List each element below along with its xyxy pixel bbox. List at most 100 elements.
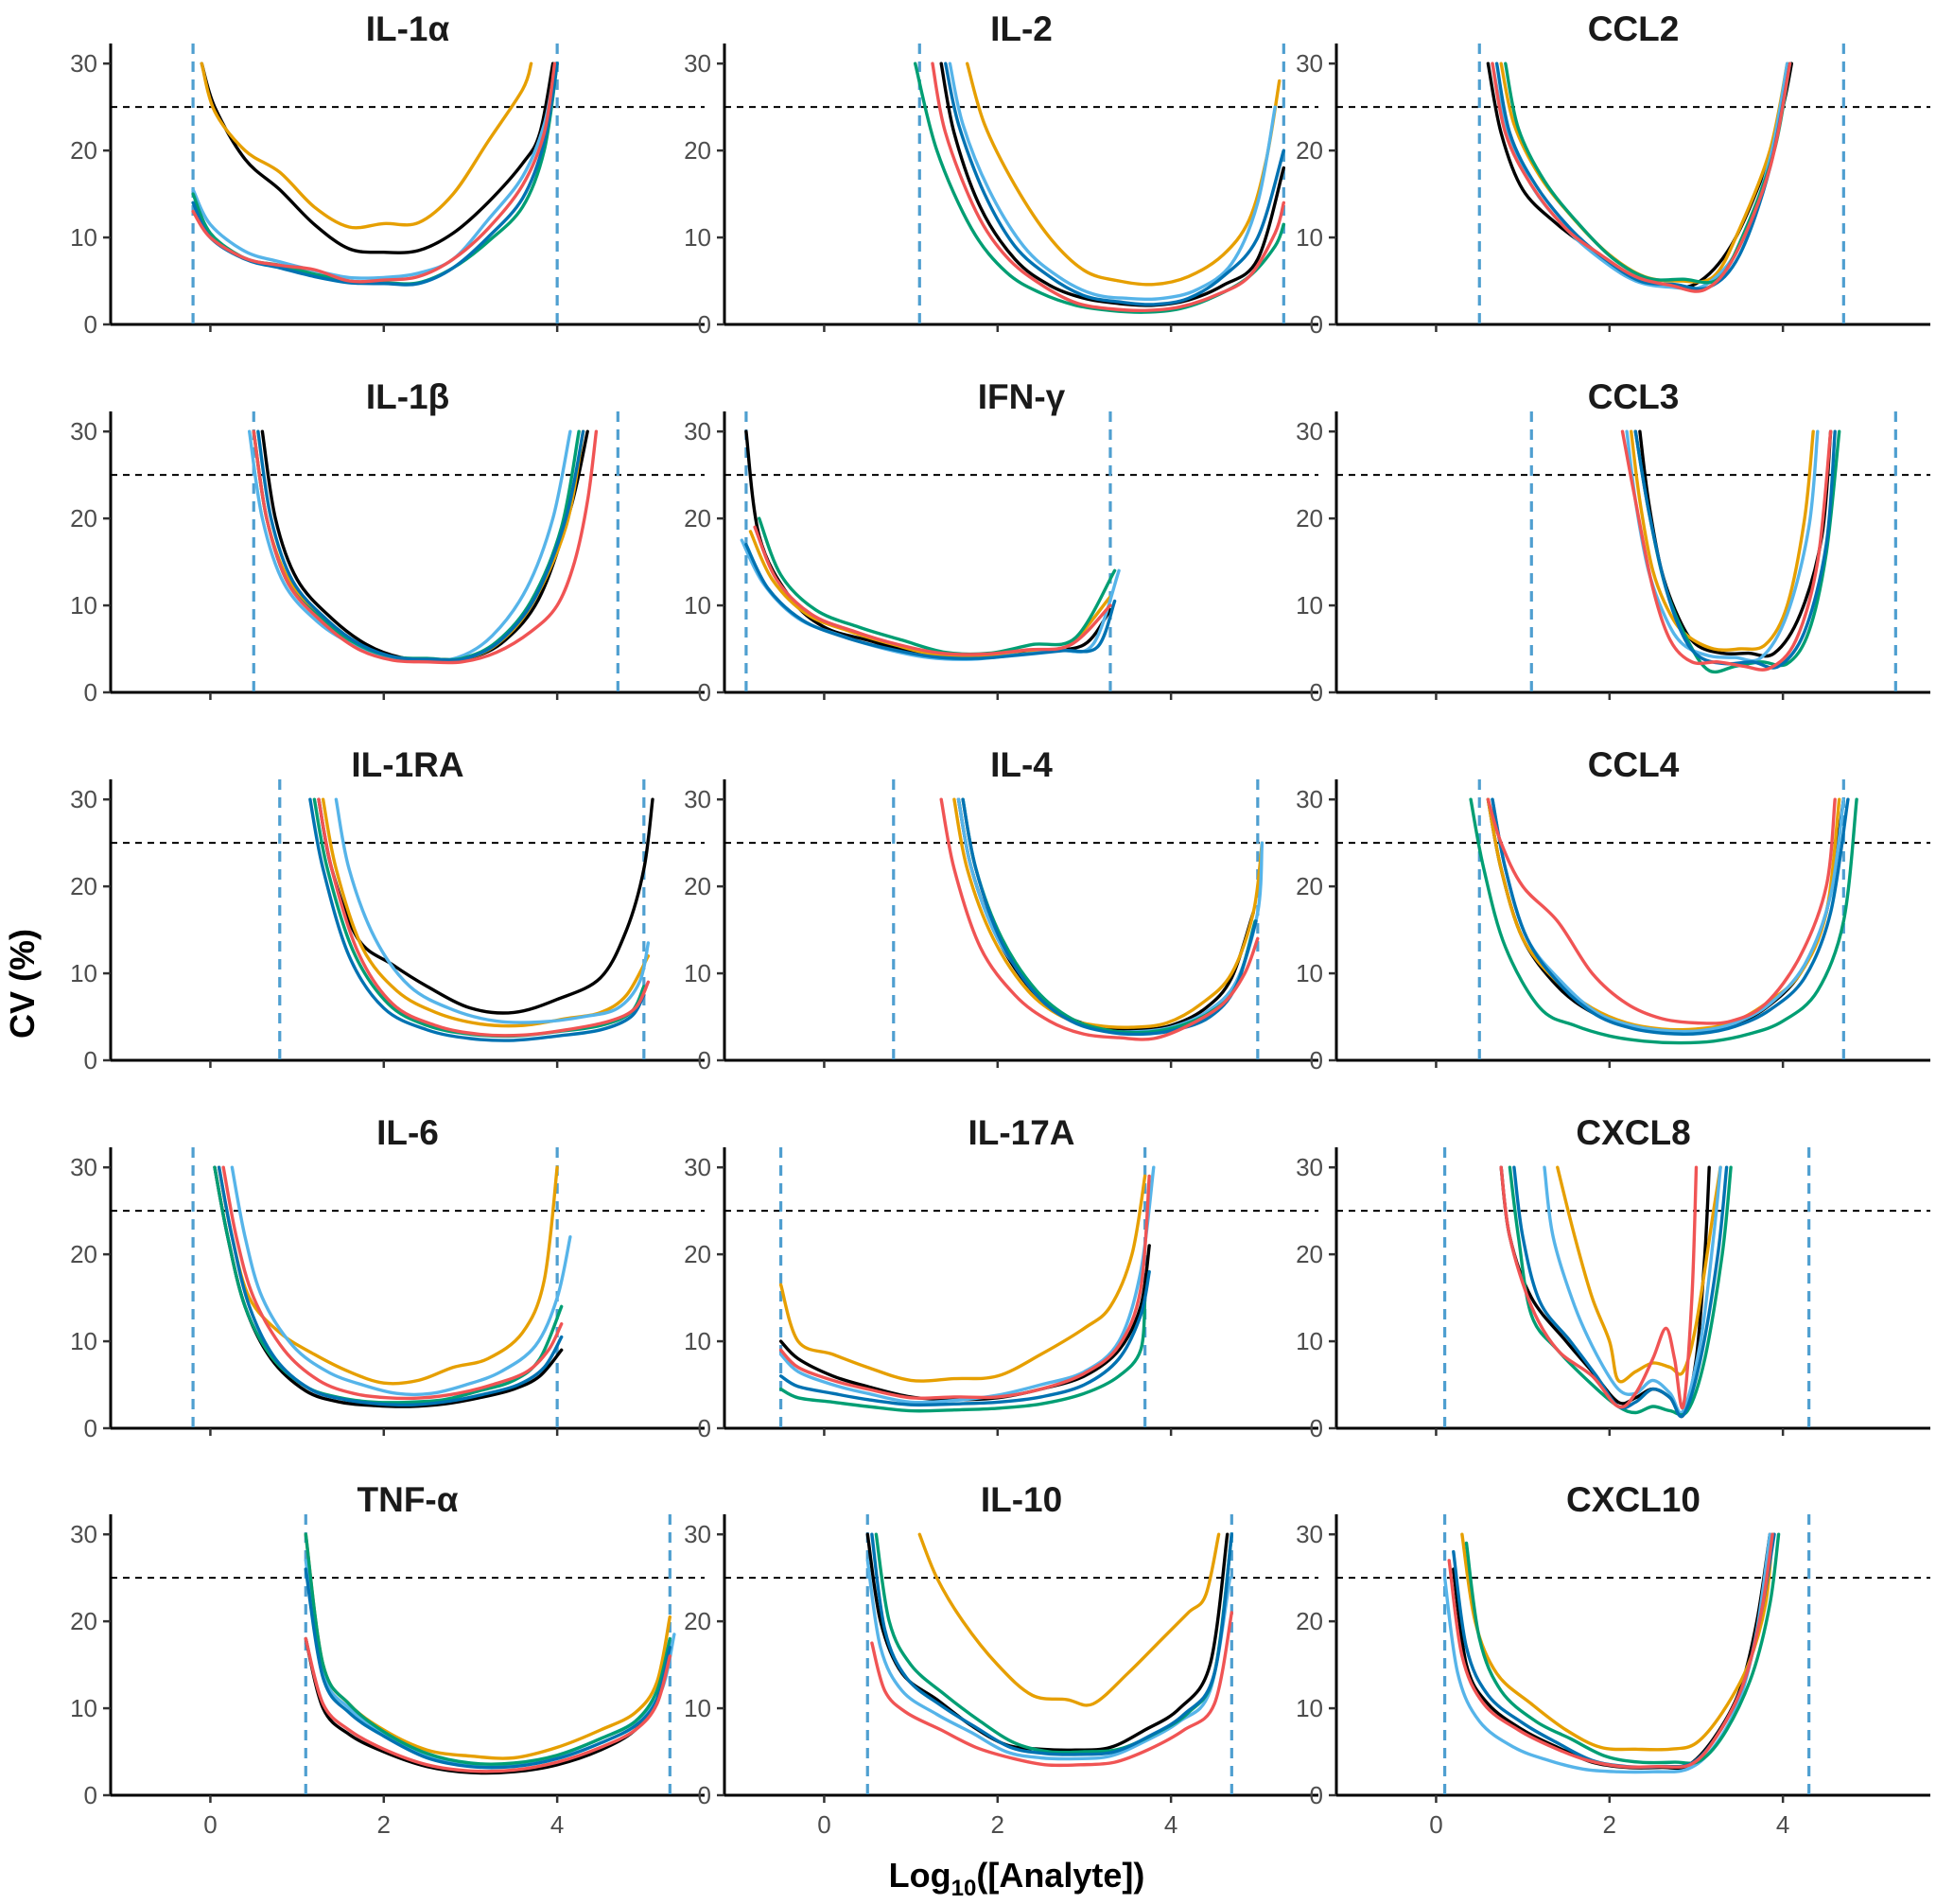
y-tick-label: 0 (84, 1781, 97, 1809)
panel-il-2: IL-2 0 10 20 30 (684, 9, 1318, 339)
series-group (1469, 797, 1858, 1045)
y-tick-label: 20 (1296, 1607, 1323, 1635)
series-line-orange (217, 1165, 559, 1386)
y-tick-label: 10 (70, 1327, 97, 1355)
series-line-black (200, 61, 555, 254)
panel-title: CCL2 (1588, 9, 1680, 48)
y-tick-label: 30 (1296, 1153, 1323, 1181)
panel-title: IFN-γ (978, 377, 1066, 416)
y-tick-label: 20 (70, 136, 97, 165)
series-line-sky-blue (1491, 797, 1845, 1034)
y-tick-label: 30 (70, 1520, 97, 1548)
series-line-red (1486, 797, 1837, 1025)
y-tick-label: 30 (70, 49, 97, 78)
panel-ccl4: CCL4 0 10 20 30 (1296, 745, 1930, 1074)
series-line-orange (1486, 797, 1841, 1032)
series-line-red (317, 797, 651, 1038)
y-tick-label: 20 (684, 504, 711, 533)
series-group (191, 61, 559, 287)
series-line-blue (304, 1567, 671, 1770)
y-tick-label: 30 (70, 417, 97, 445)
series-line-black (939, 61, 1285, 307)
series-group (1442, 1532, 1781, 1774)
y-tick-label: 20 (70, 872, 97, 900)
series-line-green (1469, 797, 1858, 1045)
y-tick-label: 0 (698, 1414, 711, 1442)
series-line-red (939, 797, 1260, 1041)
x-tick-label: 2 (377, 1810, 391, 1839)
panel-title: TNF-α (358, 1480, 459, 1519)
series-line-blue (961, 797, 1258, 1037)
x-tick-label: 4 (1164, 1810, 1177, 1839)
y-tick-label: 10 (684, 591, 711, 620)
series-line-blue (944, 61, 1285, 306)
series-line-blue (256, 429, 585, 662)
panel-ccl2: CCL2 0 10 20 30 (1296, 9, 1930, 339)
x-tick-label: 0 (817, 1810, 830, 1839)
series-line-orange (200, 61, 533, 230)
x-axis-title-subscript: 10 (951, 1876, 977, 1901)
series-line-red (252, 429, 599, 665)
panel-title: IL-10 (981, 1480, 1062, 1519)
y-tick-label: 10 (70, 591, 97, 620)
series-line-black (1486, 797, 1845, 1035)
y-tick-label: 20 (1296, 504, 1323, 533)
panel-ccl3: CCL3 0 10 20 30 (1296, 377, 1930, 707)
y-tick-label: 30 (1296, 1520, 1323, 1548)
panel-grid: IL-1α0102030IL-20102030CCL20102030IL-1β0… (70, 9, 1930, 1839)
y-tick-label: 0 (1310, 310, 1323, 339)
panel-title: IL-17A (968, 1113, 1074, 1152)
y-tick-label: 20 (1296, 136, 1323, 165)
series-line-sky-blue (1543, 1165, 1722, 1415)
panel-title: CXCL8 (1576, 1113, 1690, 1152)
series-line-sky-blue (230, 1165, 572, 1397)
y-tick-label: 30 (1296, 49, 1323, 78)
series-line-red (304, 1636, 671, 1773)
series-line-orange (321, 797, 651, 1028)
series-line-red (1620, 429, 1833, 672)
series-group (865, 1532, 1233, 1768)
series-group (248, 429, 599, 665)
y-tick-label: 10 (1296, 591, 1323, 620)
series-line-green (304, 1532, 671, 1766)
series-line-orange (966, 61, 1282, 287)
y-tick-label: 0 (1310, 1781, 1323, 1809)
panel-il-6: IL-6 0 10 20 30 (70, 1113, 705, 1442)
series-line-black (213, 1165, 564, 1408)
y-tick-label: 30 (1296, 417, 1323, 445)
series-line-green (252, 429, 581, 662)
panel-title: IL-2 (990, 9, 1053, 48)
series-line-black (865, 1532, 1230, 1753)
series-line-blue (1491, 797, 1850, 1036)
series-line-black (317, 797, 654, 1015)
panel-title: IL-6 (376, 1113, 439, 1152)
panel-ifn: IFN-γ 0 10 20 30 (684, 377, 1318, 707)
x-axis-title: Log10([Analyte]) (889, 1856, 1145, 1901)
series-line-blue (217, 1165, 564, 1407)
y-tick-label: 30 (684, 1153, 711, 1181)
panel-title: IL-1α (366, 9, 450, 48)
series-line-black (1486, 61, 1793, 289)
series-line-orange (252, 429, 585, 663)
y-tick-label: 20 (1296, 872, 1323, 900)
y-tick-label: 0 (1310, 1414, 1323, 1442)
series-line-red (1499, 1165, 1699, 1410)
y-tick-label: 20 (70, 1240, 97, 1268)
series-line-sky-blue (740, 538, 1121, 661)
y-tick-label: 0 (698, 1046, 711, 1074)
panel-il-17a: IL-17A 0 10 20 30 (684, 1113, 1318, 1442)
panel-il-1: IL-1α 0 10 20 30 (70, 9, 705, 339)
series-line-blue (308, 797, 646, 1042)
y-tick-label: 10 (1296, 1327, 1323, 1355)
x-axis-title-rest: ([Analyte]) (976, 1856, 1144, 1895)
series-line-orange (917, 1532, 1221, 1707)
y-tick-label: 20 (1296, 1240, 1323, 1268)
panel-title: CCL3 (1588, 377, 1680, 416)
series-line-sky-blue (191, 61, 557, 280)
y-tick-label: 0 (1310, 1046, 1323, 1074)
panel-cxcl10: CXCL10 0 10 20 30 0 2 4 (1296, 1480, 1930, 1839)
series-line-red (1491, 61, 1792, 293)
series-line-green (1504, 61, 1792, 285)
series-line-orange (304, 1532, 671, 1760)
x-tick-label: 2 (1603, 1810, 1616, 1839)
